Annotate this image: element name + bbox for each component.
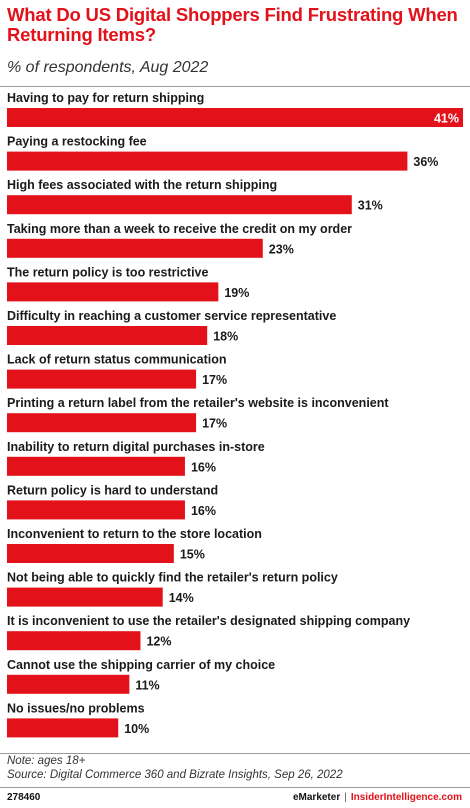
category-label: Cannot use the shipping carrier of my ch… — [7, 658, 275, 672]
value-label: 16% — [191, 460, 216, 474]
value-label: 36% — [413, 155, 438, 169]
category-label: Difficulty in reaching a customer servic… — [7, 309, 336, 323]
chart-id: 278460 — [7, 792, 41, 803]
value-label: 14% — [169, 591, 194, 605]
category-label: Paying a restocking fee — [7, 135, 147, 149]
bar — [7, 151, 408, 171]
footer: 278460 eMarketer | InsiderIntelligence.com — [0, 789, 470, 808]
category-label: Not being able to quickly find the retai… — [7, 571, 338, 585]
category-label: Taking more than a week to receive the c… — [7, 222, 352, 236]
value-label: 11% — [135, 678, 159, 692]
category-label: It is inconvenient to use the retailer's… — [7, 614, 410, 628]
bar — [7, 326, 208, 345]
category-label: High fees associated with the return shi… — [7, 178, 277, 192]
category-label: Lack of return status communication — [7, 353, 226, 367]
brand-credit: eMarketer | InsiderIntelligence.com — [293, 792, 462, 803]
brand-emarketer: eMarketer — [292, 792, 341, 803]
bar — [7, 282, 219, 302]
chart-subtitle: % of respondents, Aug 2022 — [7, 59, 209, 76]
brand-insider-intelligence: InsiderIntelligence.com — [350, 792, 462, 803]
value-label: 19% — [224, 286, 249, 300]
bar — [7, 195, 352, 215]
category-label: Having to pay for return shipping — [7, 91, 204, 105]
note-text: Note: ages 18+ — [7, 755, 86, 767]
value-label: 18% — [213, 330, 238, 344]
bar — [7, 544, 174, 563]
category-label: Inability to return digital purchases in… — [7, 440, 265, 454]
category-label: No issues/no problems — [7, 701, 145, 715]
bar — [7, 108, 463, 127]
category-label: Printing a return label from the retaile… — [7, 396, 389, 410]
category-label: Inconvenient to return to the store loca… — [7, 527, 262, 541]
bar — [7, 674, 130, 694]
bar — [7, 500, 185, 520]
category-label: The return policy is too restrictive — [7, 265, 208, 279]
chart-title: What Do US Digital Shoppers Find Frustra… — [7, 4, 458, 45]
value-label: 17% — [202, 373, 227, 387]
bar — [7, 369, 197, 389]
bar-chart: Having to pay for return shipping 41% Payi… — [7, 91, 463, 738]
top-divider — [0, 86, 470, 87]
value-label: 12% — [146, 635, 171, 649]
brand-separator: | — [344, 792, 347, 803]
notes-divider — [0, 753, 470, 754]
value-label: 17% — [202, 417, 227, 431]
bar — [7, 587, 163, 607]
footer-divider — [0, 787, 470, 788]
value-label: 15% — [180, 548, 205, 562]
value-label: 23% — [269, 242, 294, 256]
source-text: Source: Digital Commerce 360 and Bizrate… — [7, 768, 343, 781]
bar — [7, 413, 197, 433]
value-label: 41% — [434, 112, 459, 126]
value-label: 31% — [358, 199, 383, 213]
bar — [7, 238, 263, 258]
bar — [7, 456, 185, 476]
bar — [7, 631, 141, 651]
category-label: Return policy is hard to understand — [7, 483, 218, 497]
value-label: 10% — [124, 722, 149, 736]
bar — [7, 718, 119, 738]
value-label: 16% — [191, 504, 216, 518]
chart-notes: Note: ages 18+ Source: Digital Commerce … — [7, 755, 343, 782]
